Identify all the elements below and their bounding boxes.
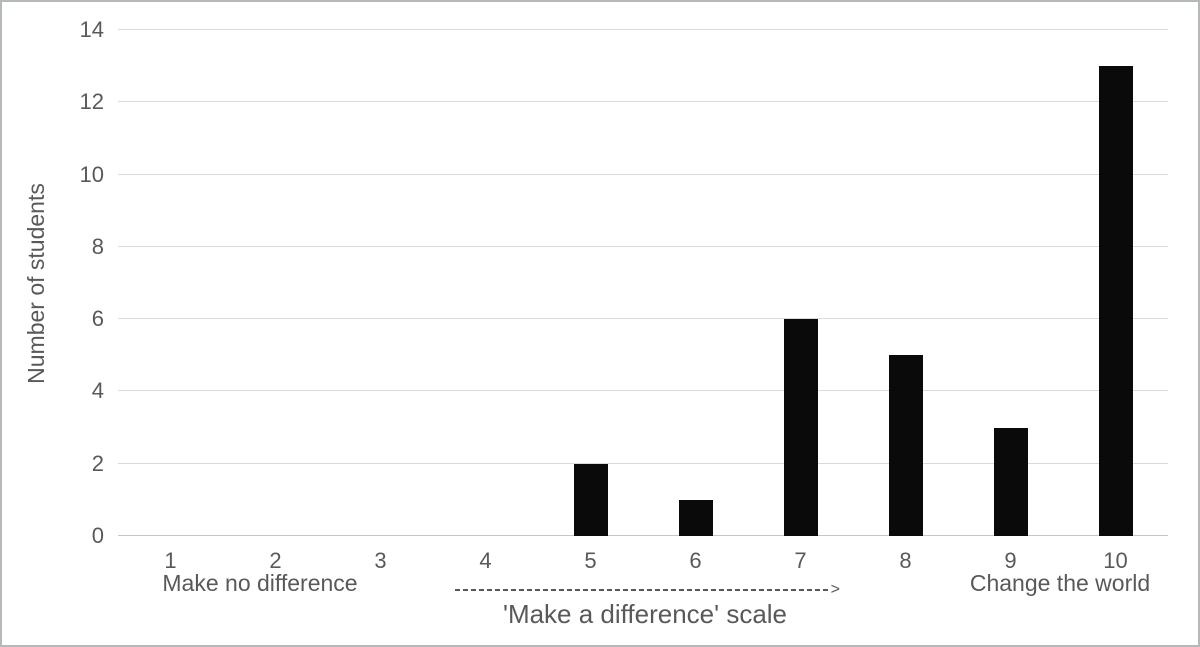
x-tick-label-6: 6 [689, 548, 702, 573]
y-tick-label-8: 8 [91, 233, 104, 259]
dashed-arrow: > [455, 581, 840, 599]
gridline-y-4 [118, 390, 1168, 392]
bar-9 [993, 427, 1028, 536]
gridline-y-12 [118, 101, 1168, 103]
gridline-y-2 [118, 462, 1168, 464]
bar-8 [888, 355, 923, 536]
gridline-y-10 [118, 173, 1168, 175]
y-tick-label-0: 0 [91, 523, 104, 548]
y-tick-label-6: 6 [91, 306, 104, 332]
x-axis-line [118, 535, 1168, 536]
x-tick-label-8: 8 [899, 548, 912, 573]
bar-6 [678, 499, 713, 536]
annotation-make-no-difference: Make no difference [162, 570, 358, 596]
gridline-y-14 [118, 29, 1168, 30]
gridline-y-6 [118, 318, 1168, 320]
y-tick-label-10: 10 [79, 161, 104, 187]
arrow-head-icon: > [830, 581, 840, 598]
y-tick-label-12: 12 [79, 89, 104, 115]
dashed-arrow-line-icon [455, 589, 830, 591]
annotation-change-the-world: Change the world [969, 570, 1151, 596]
x-tick-label-5: 5 [584, 548, 597, 573]
x-tick-label-7: 7 [794, 548, 807, 573]
bar-5 [573, 463, 608, 536]
gridline-y-8 [118, 245, 1168, 247]
x-tick-label-1: 1 [164, 548, 177, 573]
bar-7 [783, 319, 818, 536]
x-tick-label-3: 3 [374, 548, 387, 573]
x-tick-label-2: 2 [269, 548, 282, 573]
plot-area [118, 29, 1168, 536]
x-tick-label-4: 4 [479, 548, 492, 573]
y-tick-label-14: 14 [79, 17, 104, 42]
y-axis-title: Number of students [22, 182, 49, 384]
y-tick-label-4: 4 [91, 378, 104, 404]
x-tick-label-9: 9 [1004, 548, 1017, 573]
x-tick-label-10: 10 [1103, 548, 1128, 573]
x-axis-tick-labels: 1 2 3 4 5 6 7 8 9 10 [118, 548, 1168, 574]
x-axis-title: 'Make a difference' scale [502, 599, 788, 629]
y-tick-label-2: 2 [91, 450, 104, 476]
bar-10 [1098, 66, 1133, 536]
